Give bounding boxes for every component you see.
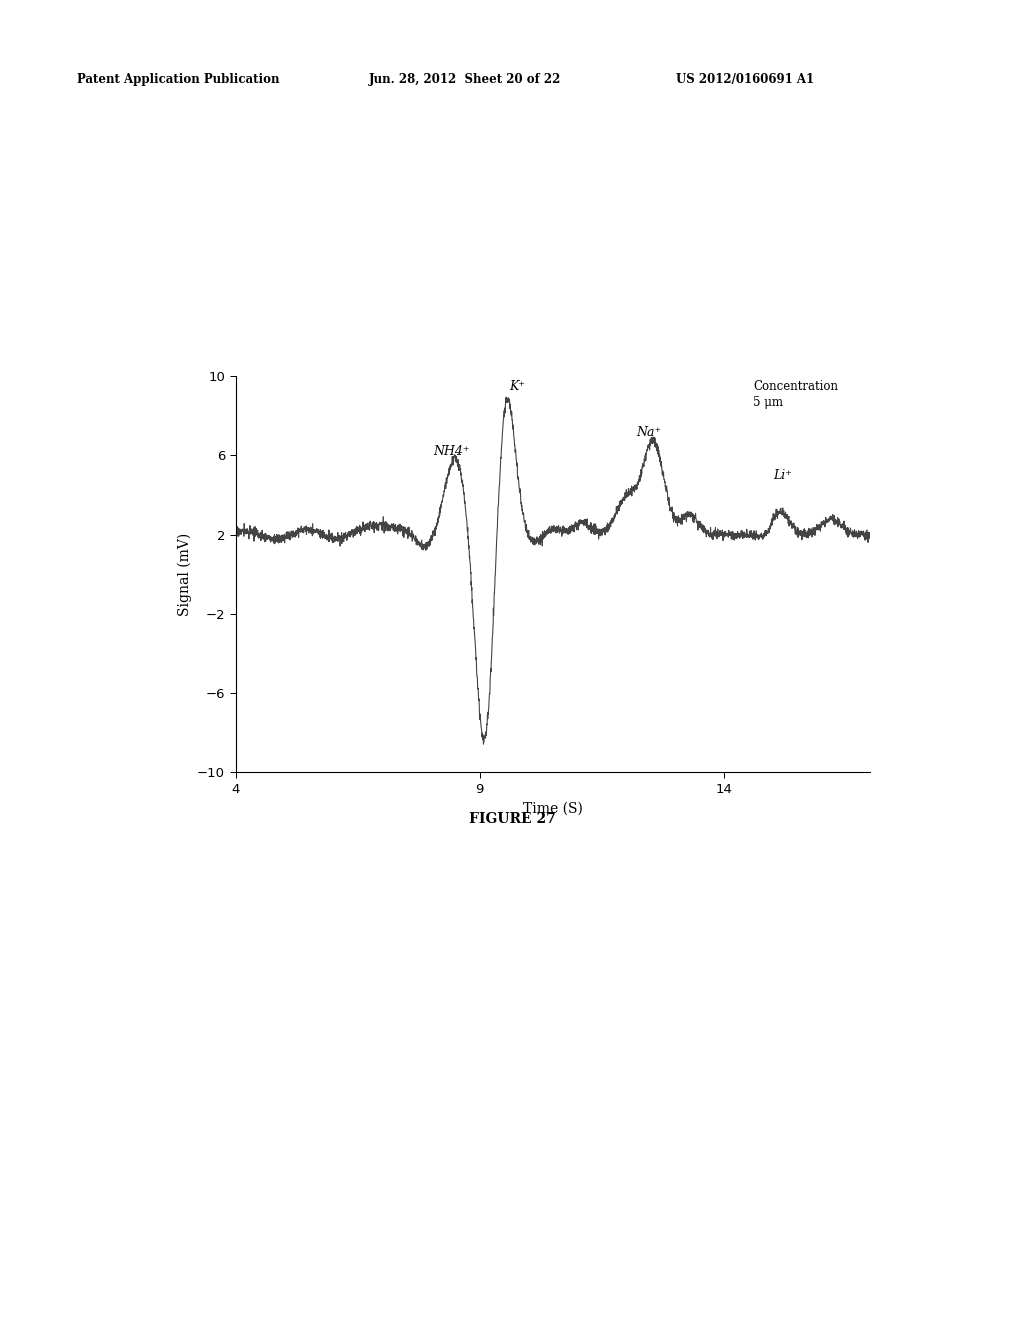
Text: Na⁺: Na⁺ <box>636 425 662 438</box>
Text: 5 μm: 5 μm <box>754 396 783 409</box>
Text: Concentration: Concentration <box>754 380 839 393</box>
Text: US 2012/0160691 A1: US 2012/0160691 A1 <box>676 73 814 86</box>
Text: K⁺: K⁺ <box>509 380 525 393</box>
Text: Jun. 28, 2012  Sheet 20 of 22: Jun. 28, 2012 Sheet 20 of 22 <box>369 73 561 86</box>
Y-axis label: Signal (mV): Signal (mV) <box>177 532 191 616</box>
Text: Li⁺: Li⁺ <box>773 469 792 482</box>
X-axis label: Time (S): Time (S) <box>523 801 583 816</box>
Text: Patent Application Publication: Patent Application Publication <box>77 73 280 86</box>
Text: NH4⁺: NH4⁺ <box>433 445 470 458</box>
Text: FIGURE 27: FIGURE 27 <box>469 812 555 826</box>
